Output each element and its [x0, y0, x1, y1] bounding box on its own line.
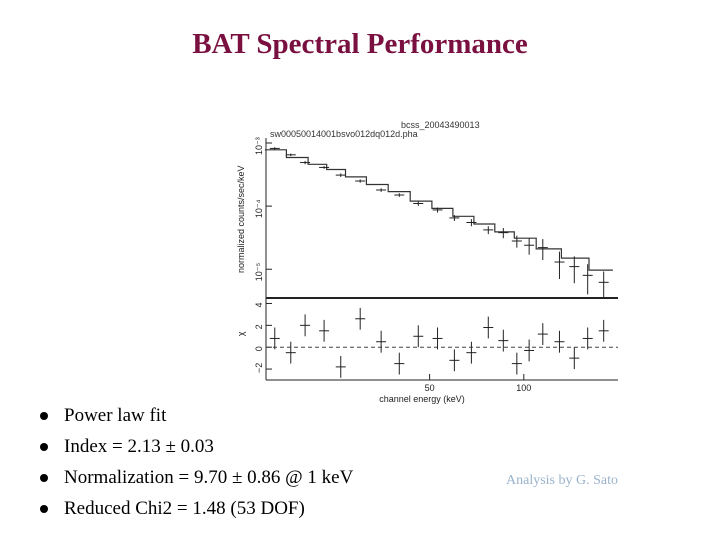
bullet-item: Power law fit — [40, 400, 353, 431]
plot-header-text: bcss_20043490013 — [401, 120, 480, 130]
bullet-dot — [40, 411, 48, 420]
bullet-text: Reduced Chi2 = 1.48 (53 DOF) — [64, 498, 305, 519]
x-axis-label: channel energy (keV) — [379, 394, 465, 404]
x-tick-label: 100 — [516, 383, 531, 393]
x-tick-label: 50 — [425, 383, 435, 393]
spectrum-plot: bcss_20043490013 sw00050014001bsvo012dq01… — [226, 118, 626, 408]
plot-header-text: sw00050014001bsvo012dq012d.pha — [270, 129, 418, 139]
bullet-item: Index = 2.13 ± 0.03 — [40, 431, 353, 462]
spectrum-plot-svg: bcss_20043490013sw00050014001bsvo012dq01… — [236, 120, 618, 404]
residual-axis-label: χ — [236, 331, 246, 336]
bullet-item: Reduced Chi2 = 1.48 (53 DOF) — [40, 493, 353, 524]
bullet-item: Normalization = 9.70 ± 0.86 @ 1 keV — [40, 462, 353, 493]
bullet-dot — [40, 473, 48, 482]
slide-title: BAT Spectral Performance — [192, 28, 528, 60]
bullet-dot — [40, 504, 48, 513]
y-tick-label: 10⁻⁴ — [254, 199, 264, 218]
bullet-list: Power law fit Index = 2.13 ± 0.03 Normal… — [40, 400, 353, 524]
bullet-text: Normalization = 9.70 ± 0.86 @ 1 keV — [64, 467, 354, 488]
bullet-text: Index = 2.13 ± 0.03 — [64, 436, 214, 457]
y-tick-label: −2 — [254, 363, 264, 373]
y-tick-label: 10⁻³ — [254, 137, 264, 155]
analysis-credit: Analysis by G. Sato — [506, 473, 618, 488]
y-tick-label: 2 — [254, 324, 264, 329]
y-axis-label: normalized counts/sec/keV — [236, 165, 246, 273]
y-tick-label: 4 — [254, 302, 264, 307]
bullet-dot — [40, 442, 48, 451]
model-step-line — [264, 149, 613, 271]
y-tick-label: 0 — [254, 346, 264, 351]
y-tick-label: 10⁻⁵ — [254, 262, 264, 281]
bullet-text: Power law fit — [64, 405, 167, 426]
